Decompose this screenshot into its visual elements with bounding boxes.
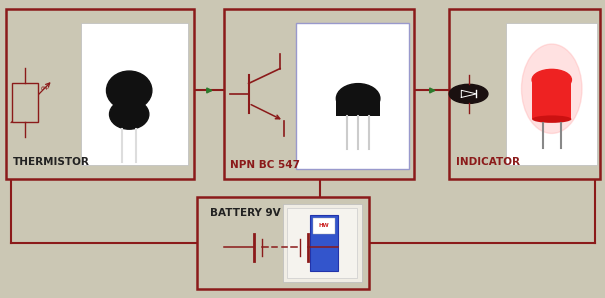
Text: BATTERY 9V: BATTERY 9V <box>211 208 281 218</box>
Bar <box>12 83 38 122</box>
Bar <box>287 208 356 278</box>
Bar <box>81 23 188 165</box>
Ellipse shape <box>110 99 149 129</box>
Ellipse shape <box>522 44 582 134</box>
Bar <box>532 78 571 119</box>
Bar <box>449 9 600 179</box>
Bar <box>506 23 597 165</box>
Bar <box>6 9 194 179</box>
Ellipse shape <box>336 84 380 114</box>
Bar <box>296 23 409 169</box>
Text: INDICATOR: INDICATOR <box>456 157 520 167</box>
Text: NPN BC 547: NPN BC 547 <box>230 160 300 170</box>
Bar <box>224 9 414 179</box>
Text: THERMISTOR: THERMISTOR <box>13 157 90 167</box>
Ellipse shape <box>523 55 580 129</box>
Circle shape <box>449 84 488 103</box>
Text: HW: HW <box>319 223 330 228</box>
Ellipse shape <box>532 69 572 90</box>
Ellipse shape <box>106 71 152 110</box>
Bar <box>313 218 335 234</box>
Bar <box>283 204 362 282</box>
Ellipse shape <box>532 115 572 123</box>
Bar <box>310 215 338 271</box>
Bar <box>197 197 369 289</box>
Text: θ+: θ+ <box>41 86 50 91</box>
Bar <box>336 96 380 117</box>
